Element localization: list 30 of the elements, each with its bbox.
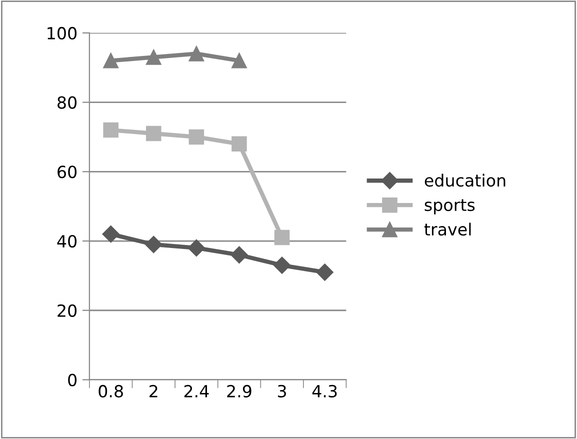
y-tick-label: 20 [58, 304, 77, 317]
y-tick-label: 40 [57, 234, 77, 248]
y-tick-label: 100 [48, 26, 77, 40]
point [146, 126, 162, 142]
y-tick-label: 60 [58, 166, 77, 178]
point [232, 53, 247, 68]
x-tick-label: 2.9 [227, 384, 252, 398]
legend-label: travel [424, 222, 471, 236]
point [274, 230, 290, 246]
point [103, 122, 118, 138]
y-tick-label: 0 [68, 374, 77, 386]
x-tick-label: 0.8 [98, 384, 123, 398]
point [188, 46, 204, 62]
x-tick-label: 4.3 [312, 384, 337, 398]
point [102, 226, 120, 243]
point [230, 246, 248, 264]
y-tick-label: 80 [58, 96, 77, 109]
legend-label: sports [424, 199, 475, 214]
point [316, 264, 334, 281]
point [145, 236, 162, 254]
point [188, 129, 204, 145]
x-tick-label: 2 [150, 384, 158, 398]
x-tick-label: 3 [278, 384, 286, 398]
point [273, 256, 291, 274]
point [188, 239, 205, 256]
x-tick-label: 2.4 [184, 384, 209, 398]
point [103, 53, 118, 68]
point [146, 50, 162, 65]
point [232, 136, 247, 152]
legend-label: education [424, 174, 506, 187]
